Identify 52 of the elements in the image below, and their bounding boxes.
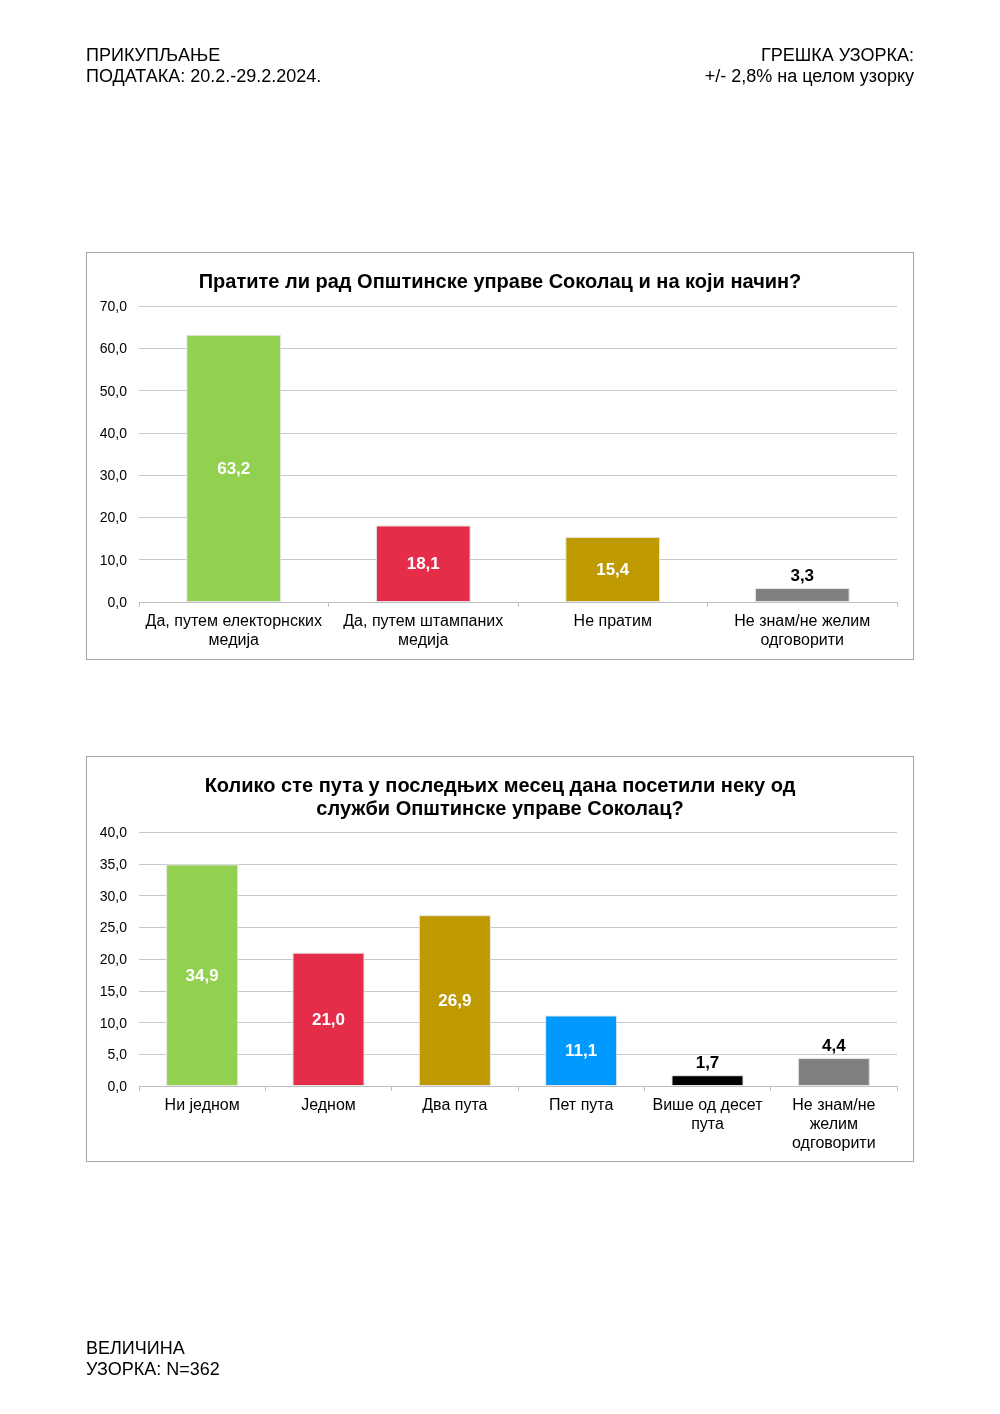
y-tick-label: 30,0 (99, 467, 128, 484)
bar (186, 334, 282, 602)
data-label: 26,9 (438, 991, 472, 1011)
bar (545, 1015, 618, 1086)
bar (754, 588, 850, 602)
y-tick-label: 35,0 (99, 855, 128, 872)
x-tick-label: Више од десет пута (652, 1096, 764, 1132)
chart-title: Колико сте пута у последњих месец дана посетили неку од служби Општинске управе Соколац? (204, 773, 796, 819)
y-tick-label: 40,0 (99, 824, 128, 840)
data-label: 34,9 (185, 965, 219, 985)
y-tick-label: 0,0 (107, 594, 128, 610)
y-tick-label: 25,0 (99, 919, 128, 936)
x-tick-label: Два пута (422, 1096, 488, 1113)
x-tick-label: Да, путем штампаних медија (343, 612, 504, 648)
y-tick-label: 20,0 (99, 951, 128, 967)
x-tick-label: Не пратим (573, 612, 652, 629)
y-tick-label: 0,0 (107, 1078, 128, 1094)
bar (375, 525, 471, 602)
y-tick-label: 5,0 (107, 1046, 128, 1063)
bar (418, 915, 491, 1086)
x-tick-label: Пет пута (548, 1096, 614, 1113)
data-label: 15,4 (596, 559, 630, 579)
bar (166, 864, 239, 1086)
data-label: 18,1 (406, 554, 440, 574)
y-tick-label: 10,0 (99, 551, 128, 568)
data-label: 63,2 (217, 458, 251, 478)
bar (565, 536, 661, 602)
bar (292, 952, 365, 1086)
text: ГРЕШКА УЗОРКА: +/- 2,8% на целом узорку (704, 45, 914, 87)
data-label: 11,1 (565, 1041, 598, 1061)
bar (671, 1075, 744, 1086)
x-tick-label: Једном (301, 1096, 356, 1113)
x-tick-label: Не знам/не желим одговорити (792, 1096, 876, 1151)
y-tick-label: 10,0 (99, 1014, 128, 1031)
text: ПРИКУПЉАЊЕ ПОДАТАКА: 20.2.-29.2.2024. (86, 45, 322, 87)
text: ВЕЛИЧИНА УЗОРКА: N=362 (86, 1338, 220, 1380)
data-label: 21,0 (311, 1009, 346, 1029)
data-label: 4,4 (822, 1036, 847, 1056)
data-label: 1,7 (695, 1053, 720, 1073)
y-tick-label: 30,0 (99, 887, 128, 904)
x-tick-label: Да, путем електорнских медија (145, 612, 322, 648)
x-tick-label: Не знам/не желим одговорити (734, 612, 871, 648)
chart-title: Пратите ли рад Општинске управе Соколац и на који начин? (198, 269, 802, 292)
y-tick-label: 40,0 (99, 424, 128, 441)
y-tick-label: 60,0 (99, 340, 128, 357)
bar (797, 1058, 870, 1086)
x-tick-label: Ни једном (164, 1096, 240, 1113)
data-label: 3,3 (790, 566, 815, 586)
y-tick-label: 50,0 (99, 382, 128, 399)
y-tick-label: 20,0 (99, 509, 128, 526)
y-tick-label: 15,0 (99, 982, 128, 999)
y-tick-label: 70,0 (99, 298, 128, 314)
